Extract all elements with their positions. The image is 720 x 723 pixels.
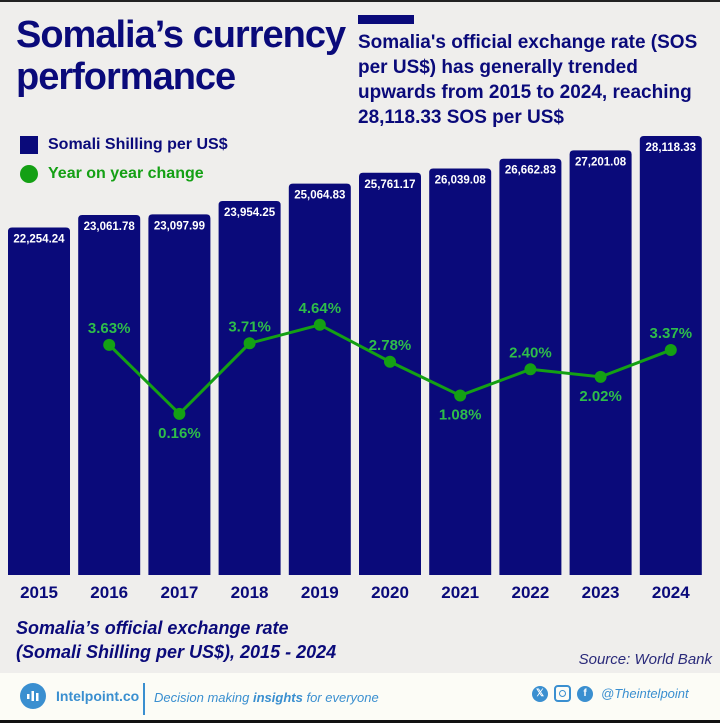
bar-logo-glyph-icon xyxy=(27,691,39,701)
square-swatch-icon xyxy=(20,135,38,154)
yoy-value-label: 2.02% xyxy=(579,388,622,405)
yoy-point xyxy=(594,370,607,383)
source-note: Source: World Bank xyxy=(578,651,712,668)
yoy-value-label: 2.78% xyxy=(369,337,412,354)
x-tick-label: 2021 xyxy=(441,583,479,602)
yoy-point xyxy=(173,407,186,420)
legend: Somali Shilling per US$ Year on year cha… xyxy=(20,130,228,188)
legend-label-bars: Somali Shilling per US$ xyxy=(48,135,228,153)
yoy-value-label: 3.71% xyxy=(228,318,271,335)
facebook-icon[interactable]: f xyxy=(577,685,593,702)
subtitle: Somalia's official exchange rate (SOS pe… xyxy=(358,32,698,128)
bar-value-label: 23,097.99 xyxy=(154,220,205,232)
yoy-point xyxy=(243,337,256,350)
yoy-value-label: 1.08% xyxy=(439,407,482,424)
instagram-icon[interactable] xyxy=(554,685,571,702)
x-tick-label: 2022 xyxy=(511,583,549,602)
legend-item-bars: Somali Shilling per US$ xyxy=(20,130,228,159)
tagline-pre: Decision making xyxy=(154,690,253,705)
yoy-point xyxy=(103,338,116,351)
bar-value-label: 27,201.08 xyxy=(575,156,627,168)
footer: Intelpoint.co Decision making insights f… xyxy=(0,673,720,720)
bar-value-label: 26,662.83 xyxy=(505,165,556,177)
yoy-point xyxy=(313,318,326,331)
x-tick-label: 2023 xyxy=(582,583,620,602)
x-tick-label: 2024 xyxy=(652,583,690,602)
yoy-point xyxy=(384,355,396,368)
yoy-point xyxy=(524,363,537,376)
yoy-point xyxy=(454,389,467,402)
caption-line-2: (Somali Shilling per US$), 2015 - 2024 xyxy=(16,642,337,662)
yoy-point xyxy=(664,344,677,357)
bar-2020 xyxy=(359,172,421,575)
x-tick-label: 2016 xyxy=(90,583,128,602)
yoy-value-label: 2.40% xyxy=(509,344,552,361)
bar-2021 xyxy=(429,168,492,576)
line-group: 3.63% 0.16% 3.71% 4.64% 2.78% 1.08% 2.40% 2.02%… xyxy=(88,300,692,442)
x-axis-labels: 2015 2016 2017 2018 2019 2020 2021 2022 2023 2024 xyxy=(20,583,690,602)
tagline-bold: insights xyxy=(253,690,303,705)
bar-value-label: 22,254.24 xyxy=(13,234,65,246)
bar-value-label: 25,761.17 xyxy=(364,179,415,191)
legend-item-line: Year on year change xyxy=(20,159,228,188)
yoy-value-label: 0.16% xyxy=(158,425,201,442)
brand-link[interactable]: Intelpoint.co xyxy=(56,688,140,704)
bar-value-label: 23,061.78 xyxy=(84,221,136,233)
caption-line-1: Somalia’s official exchange rate xyxy=(16,618,289,638)
footer-divider xyxy=(143,683,145,715)
bars-group: 22,254.24 23,061.78 23,097.99 23,954.25 25,0… xyxy=(8,136,702,576)
x-tick-label: 2017 xyxy=(160,583,198,602)
bar-2018 xyxy=(218,201,281,575)
subtitle-accent-bar xyxy=(358,15,414,24)
bar-2017 xyxy=(148,214,211,575)
chart: 22,254.24 23,061.78 23,097.99 23,954.25 25,0… xyxy=(8,136,702,602)
bar-value-label: 25,064.83 xyxy=(294,190,345,202)
social-handle[interactable]: @Theintelpoint xyxy=(601,686,689,701)
x-tick-label: 2019 xyxy=(301,583,339,602)
x-tick-label: 2018 xyxy=(231,583,269,602)
bar-value-label: 28,118.33 xyxy=(646,142,697,154)
circle-swatch-icon xyxy=(20,164,38,183)
legend-label-line: Year on year change xyxy=(48,164,204,182)
yoy-value-label: 3.63% xyxy=(88,320,131,337)
bar-value-label: 23,954.25 xyxy=(224,207,276,219)
bar-value-label: 26,039.08 xyxy=(435,174,487,186)
bar-2019 xyxy=(288,183,351,576)
bottom-border xyxy=(0,720,720,723)
title-line-2: performance xyxy=(16,56,236,98)
title-line-1: Somalia’s currency xyxy=(16,14,346,56)
social-links: 𝕏 f @Theintelpoint xyxy=(532,685,689,702)
x-icon[interactable]: 𝕏 xyxy=(532,685,548,702)
top-border xyxy=(0,0,720,2)
bar-2023 xyxy=(569,150,632,575)
bar-2015 xyxy=(8,227,70,575)
yoy-value-label: 3.37% xyxy=(650,325,693,342)
tagline-post: for everyone xyxy=(302,690,379,705)
yoy-value-label: 4.64% xyxy=(299,300,342,317)
intelpoint-logo-icon[interactable] xyxy=(20,683,46,709)
page-title: Somalia’s currency performance xyxy=(16,14,346,98)
x-tick-label: 2020 xyxy=(371,583,409,602)
x-tick-label: 2015 xyxy=(20,583,58,602)
bar-2016 xyxy=(78,214,141,575)
tagline: Decision making insights for everyone xyxy=(154,690,379,705)
chart-caption: Somalia’s official exchange rate (Somali… xyxy=(16,616,336,664)
